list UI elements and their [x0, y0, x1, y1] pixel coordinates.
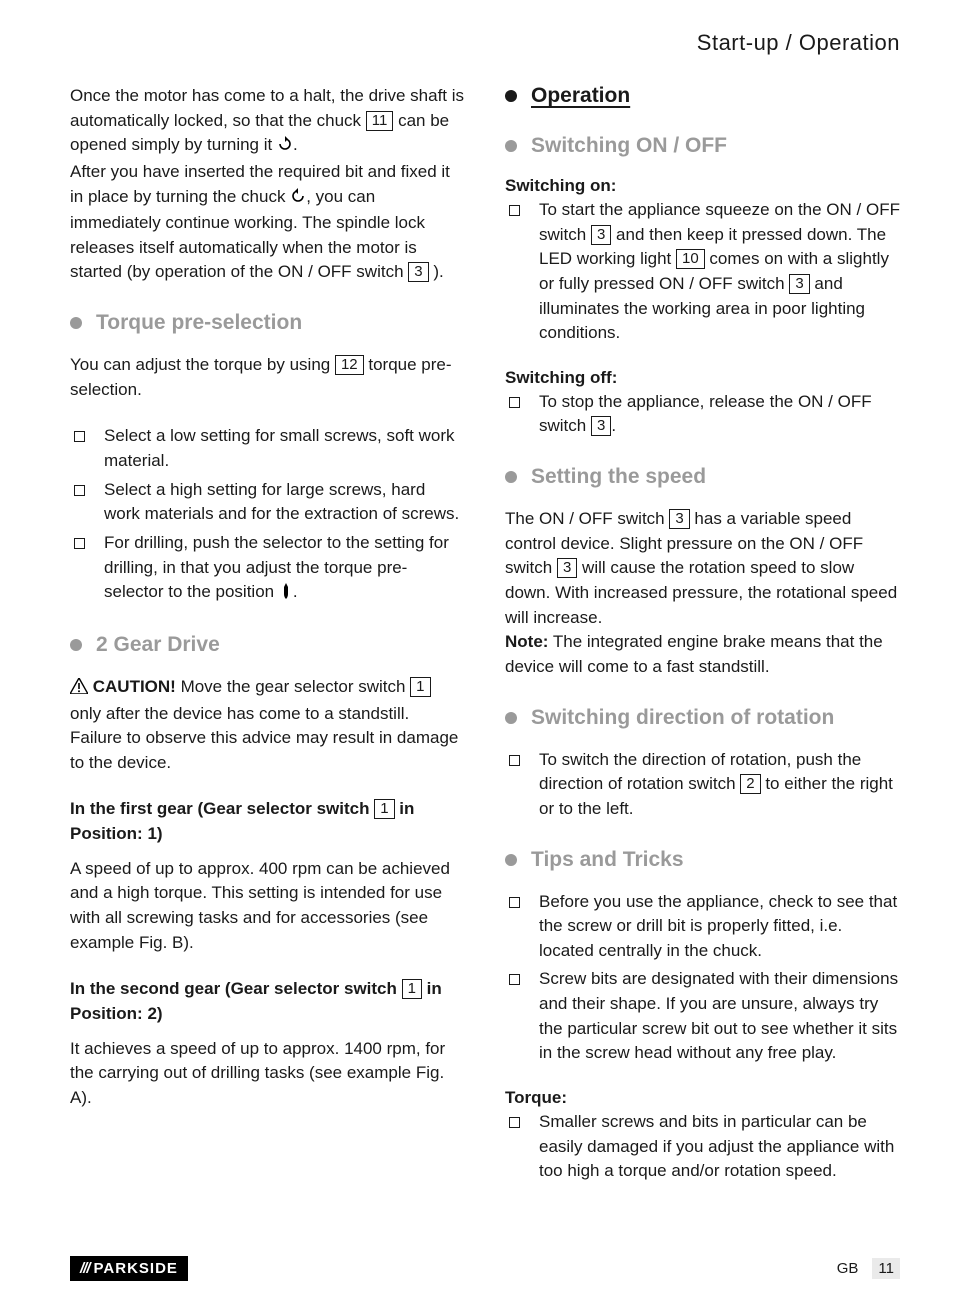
- list-item: To start the appliance squeeze on the ON…: [505, 198, 900, 346]
- caution-text-a: Move the gear selector switch: [176, 677, 410, 696]
- section-switching-direction: Switching direction of rotation: [505, 706, 900, 730]
- ref-gear-1a: 1: [410, 677, 430, 697]
- intro-text-2a: After you have inserted the required bit…: [70, 162, 450, 206]
- gear2-body: It achieves a speed of up to approx. 140…: [70, 1037, 465, 1111]
- bullet-icon: [505, 712, 517, 724]
- page-number-block: GB 11: [837, 1258, 900, 1279]
- section-title: Switching ON / OFF: [531, 134, 727, 158]
- ref-switch-3c: 3: [789, 274, 809, 294]
- gear2-head-a: In the second gear (Gear selector switch: [70, 979, 402, 998]
- bullet-icon: [505, 854, 517, 866]
- note-label: Note:: [505, 632, 548, 651]
- bullet-icon: [70, 317, 82, 329]
- section-title: Setting the speed: [531, 465, 706, 489]
- gear1-heading: In the first gear (Gear selector switch …: [70, 797, 465, 846]
- list-item-text: For drilling, push the selector to the s…: [104, 533, 449, 601]
- section-tips-tricks: Tips and Tricks: [505, 848, 900, 872]
- section-title: Switching direction of rotation: [531, 706, 834, 730]
- torque-label: Torque:: [505, 1088, 900, 1108]
- ref-chuck-11: 11: [366, 111, 394, 131]
- section-setting-speed: Setting the speed: [505, 465, 900, 489]
- direction-list: To switch the direction of rotation, pus…: [505, 748, 900, 822]
- speed-note-text: The integrated engine brake means that t…: [505, 632, 883, 676]
- speed-paragraph: The ON / OFF switch 3 has a variable spe…: [505, 507, 900, 679]
- list-item: Screw bits are designated with their dim…: [505, 967, 900, 1066]
- intro-text-2c: ).: [429, 262, 444, 281]
- caution-paragraph: CAUTION! Move the gear selector switch 1…: [70, 675, 465, 776]
- torque-paragraph: You can adjust the torque by using 12 to…: [70, 353, 465, 402]
- ref-switch-3b: 3: [591, 225, 611, 245]
- speed-text-a: The ON / OFF switch: [505, 509, 669, 528]
- intro-paragraph: Once the motor has come to a halt, the d…: [70, 84, 465, 285]
- section-2-gear-drive: 2 Gear Drive: [70, 633, 465, 657]
- section-operation: Operation: [505, 84, 900, 108]
- rotation-back-icon: [290, 187, 306, 212]
- switching-off-label: Switching off:: [505, 368, 900, 388]
- tips-list: Before you use the appliance, check to s…: [505, 890, 900, 1066]
- section-switching-onoff: Switching ON / OFF: [505, 134, 900, 158]
- caution-label: CAUTION!: [93, 677, 176, 696]
- switching-on-list: To start the appliance squeeze on the ON…: [505, 198, 900, 346]
- torque-tip-list: Smaller screws and bits in particular ca…: [505, 1110, 900, 1184]
- list-item: Select a high setting for large screws, …: [70, 478, 465, 527]
- section-title: 2 Gear Drive: [96, 633, 220, 657]
- brand-stripes-icon: ///: [80, 1260, 90, 1277]
- content-columns: Once the motor has come to a halt, the d…: [70, 84, 900, 1206]
- warning-icon: [70, 677, 88, 702]
- bullet-icon: [505, 90, 517, 102]
- rotation-icon: [277, 135, 293, 160]
- ref-switch-3f: 3: [557, 558, 577, 578]
- ref-gear-1c: 1: [402, 979, 422, 999]
- list-item: To switch the direction of rotation, pus…: [505, 748, 900, 822]
- section-title: Operation: [531, 84, 630, 108]
- off-text-b: .: [611, 416, 616, 435]
- section-title: Tips and Tricks: [531, 848, 684, 872]
- list-item-period: .: [293, 582, 298, 601]
- torque-text-a: You can adjust the torque by using: [70, 355, 335, 374]
- ref-torque-12: 12: [335, 355, 364, 375]
- section-torque-preselection: Torque pre-selection: [70, 311, 465, 335]
- list-item: Before you use the appliance, check to s…: [505, 890, 900, 964]
- bullet-icon: [505, 471, 517, 483]
- ref-switch-3e: 3: [669, 509, 689, 529]
- switching-on-label: Switching on:: [505, 176, 900, 196]
- gear1-head-a: In the first gear (Gear selector switch: [70, 799, 374, 818]
- ref-switch-3a: 3: [408, 262, 428, 282]
- off-text-a: To stop the appliance, release the ON / …: [539, 392, 872, 436]
- right-column: Operation Switching ON / OFF Switching o…: [505, 84, 900, 1206]
- page-header: Start-up / Operation: [70, 30, 900, 56]
- list-item: To stop the appliance, release the ON / …: [505, 390, 900, 439]
- torque-list: Select a low setting for small screws, s…: [70, 424, 465, 606]
- left-column: Once the motor has come to a halt, the d…: [70, 84, 465, 1206]
- ref-gear-1b: 1: [374, 799, 394, 819]
- ref-led-10: 10: [676, 249, 705, 269]
- gear1-body: A speed of up to approx. 400 rpm can be …: [70, 857, 465, 956]
- list-item: Select a low setting for small screws, s…: [70, 424, 465, 473]
- list-item: For drilling, push the selector to the s…: [70, 531, 465, 607]
- switching-off-list: To stop the appliance, release the ON / …: [505, 390, 900, 439]
- intro-text-1c: .: [293, 135, 298, 154]
- gear2-heading: In the second gear (Gear selector switch…: [70, 977, 465, 1026]
- ref-dir-2: 2: [740, 774, 760, 794]
- bullet-icon: [70, 639, 82, 651]
- section-title: Torque pre-selection: [96, 311, 302, 335]
- page-number: 11: [872, 1258, 900, 1279]
- country-code: GB: [837, 1260, 859, 1277]
- brand-name: PARKSIDE: [94, 1260, 178, 1277]
- drill-icon: [279, 582, 293, 607]
- bullet-icon: [505, 140, 517, 152]
- brand-badge: /// PARKSIDE: [70, 1256, 188, 1281]
- caution-text-b: only after the device has come to a stan…: [70, 704, 458, 772]
- ref-switch-3d: 3: [591, 416, 611, 436]
- page-footer: /// PARKSIDE GB 11: [70, 1256, 900, 1281]
- list-item: Smaller screws and bits in particular ca…: [505, 1110, 900, 1184]
